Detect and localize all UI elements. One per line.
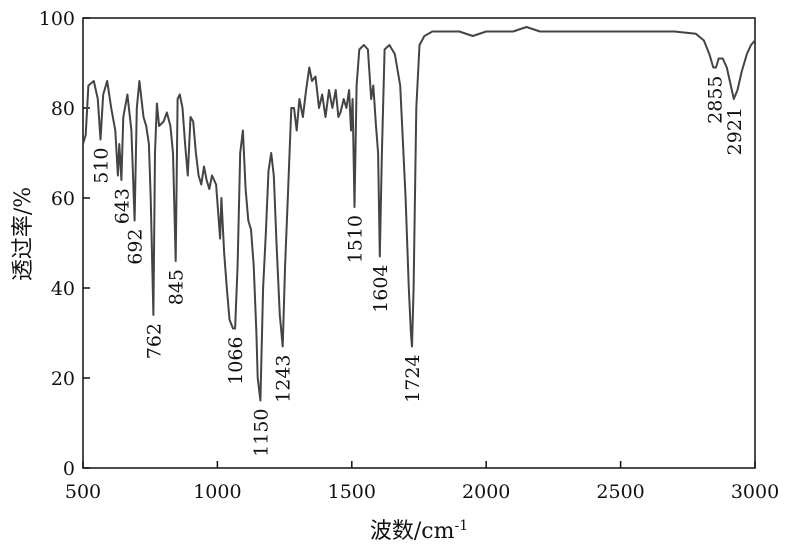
peak-label: 2921 (724, 107, 746, 155)
peak-label: 1243 (273, 355, 295, 403)
peak-label: 692 (125, 229, 147, 265)
x-tick-label: 500 (65, 481, 101, 503)
plot-frame (82, 17, 756, 469)
peak-label: 643 (111, 188, 133, 224)
peak-label: 2855 (705, 76, 727, 124)
peak-label: 1604 (370, 265, 392, 313)
plot-area (82, 17, 756, 469)
y-tick-label: 100 (39, 8, 75, 30)
x-tick-label: 2000 (462, 481, 510, 503)
x-tick-label: 2500 (596, 481, 644, 503)
peak-label: 1150 (250, 409, 272, 457)
transmittance-series-line (82, 26, 756, 402)
peak-label: 510 (91, 148, 113, 184)
y-axis: 0 20 40 60 80 100 (39, 8, 90, 480)
x-tick-label: 1500 (328, 481, 376, 503)
peak-label: 1510 (345, 215, 367, 263)
x-tick-label: 1000 (193, 481, 241, 503)
y-tick-label: 20 (51, 368, 75, 390)
x-tick-label: 3000 (731, 481, 779, 503)
y-tick-label: 40 (51, 278, 75, 300)
y-tick-label: 0 (63, 458, 75, 480)
x-axis: 500 1000 1500 2000 2500 3000 (65, 461, 779, 503)
peak-label: 762 (143, 323, 165, 359)
x-axis-label-superscript: -1 (454, 518, 468, 534)
peak-label: 1724 (402, 355, 424, 403)
x-axis-label: 波数/cm-1 (370, 518, 468, 544)
y-axis-label: 透过率/% (11, 187, 36, 281)
peak-label: 1066 (225, 337, 247, 385)
peak-label: 845 (166, 269, 188, 305)
y-tick-label: 60 (51, 188, 75, 210)
y-tick-label: 80 (51, 98, 75, 120)
